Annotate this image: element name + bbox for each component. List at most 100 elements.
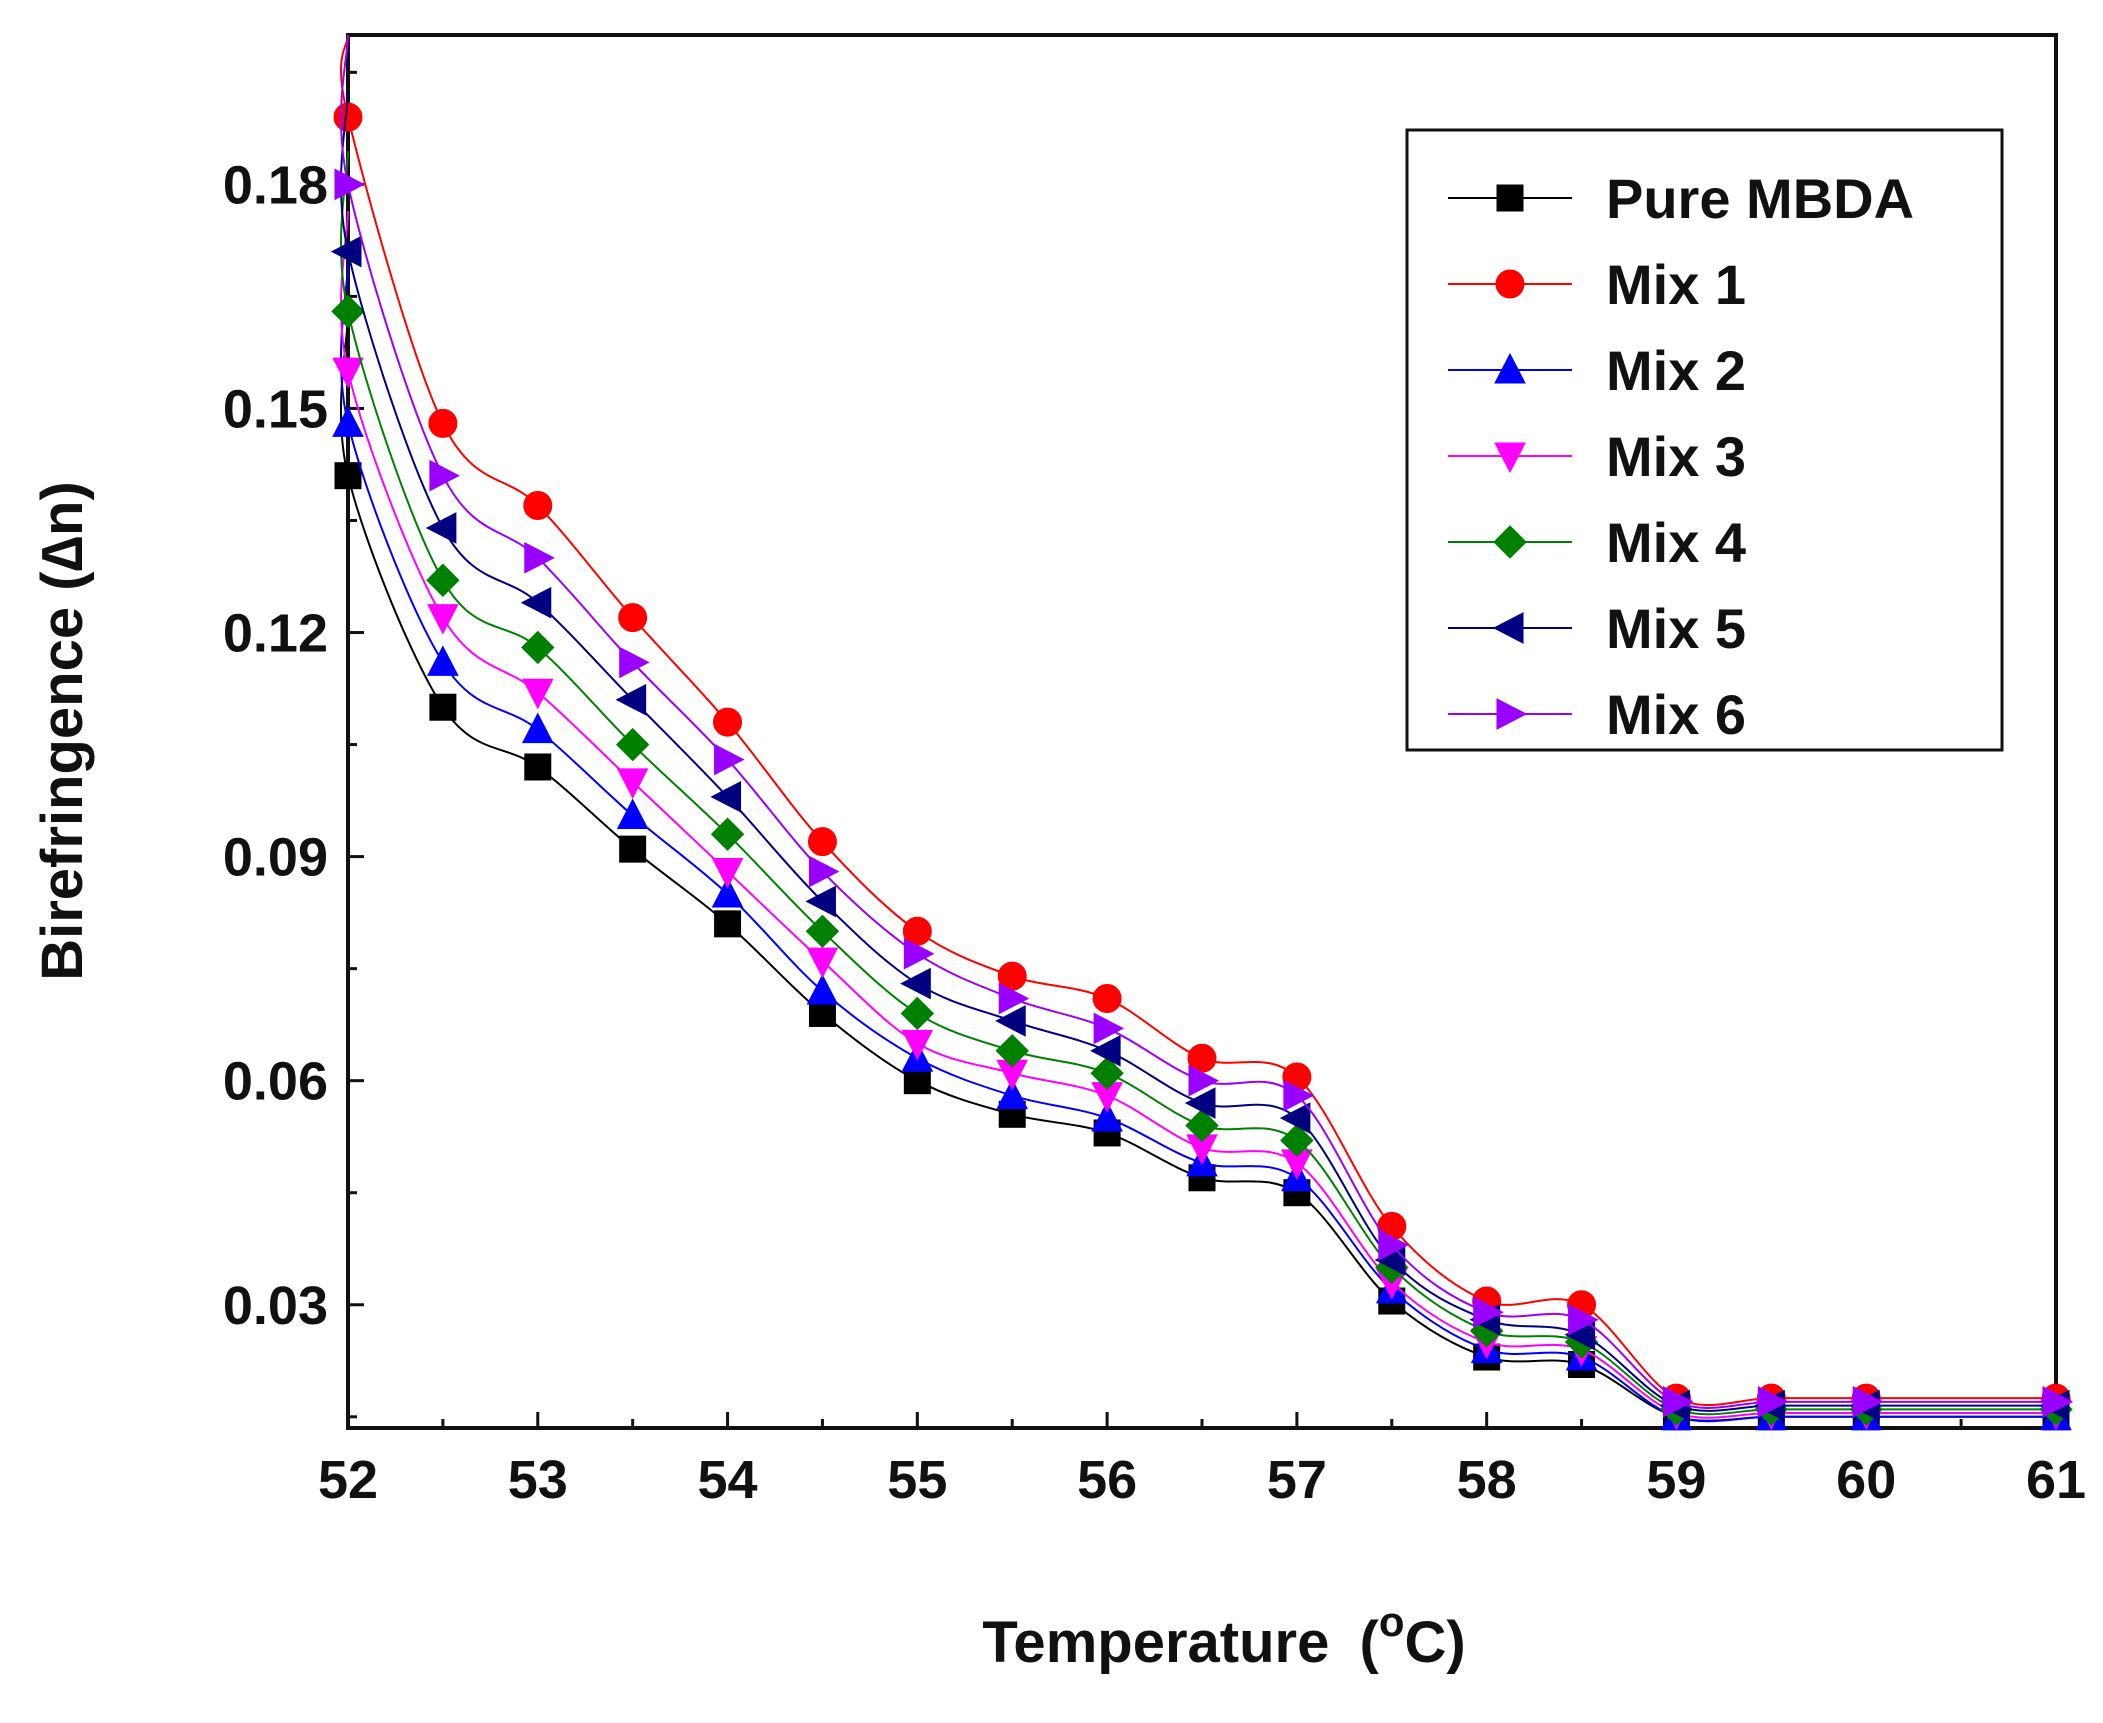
data-point (805, 885, 836, 918)
data-point (714, 910, 742, 938)
data-point (619, 835, 647, 863)
data-point (1090, 1056, 1124, 1090)
data-point (1378, 1229, 1409, 1261)
data-point (425, 512, 457, 544)
legend-item: Pure MBDA (1448, 167, 1914, 230)
data-point (333, 102, 363, 132)
data-point (1757, 1386, 1789, 1418)
legend-label: Mix 5 (1606, 597, 1746, 660)
data-point (996, 1078, 1029, 1110)
legend-item: Mix 4 (1448, 511, 1746, 574)
x-tick-label: 55 (887, 1450, 947, 1510)
x-tick-label: 58 (1457, 1450, 1517, 1510)
data-point (330, 235, 362, 268)
legend-label: Mix 4 (1606, 511, 1746, 574)
x-axis-title-text: Temperature (982, 1610, 1329, 1675)
legend-marker (1494, 442, 1526, 474)
legend-item: Mix 3 (1448, 425, 1746, 488)
data-point (807, 827, 837, 857)
data-point (429, 459, 460, 492)
data-point (900, 967, 931, 1000)
legend-marker (1492, 612, 1524, 644)
data-point (618, 603, 648, 633)
y-tick-label: 0.09 (223, 828, 328, 888)
data-point (619, 646, 650, 679)
legend-marker (1494, 352, 1526, 384)
data-point (427, 645, 459, 676)
data-point (808, 855, 840, 888)
legend: Pure MBDA Mix 1 Mix 2 Mix 3 Mix 4 Mix 5 Mix 6 (1405, 128, 2004, 752)
data-point (331, 294, 365, 329)
data-point (808, 999, 836, 1027)
data-point (1185, 1108, 1219, 1143)
series-layer (330, 34, 2074, 1431)
data-point (995, 1005, 1026, 1037)
legend-item: Mix 1 (1448, 253, 1746, 316)
legend-item: Mix 6 (1448, 683, 1746, 746)
legend-box (1405, 128, 2004, 752)
legend-marker (1495, 269, 1525, 299)
data-point (711, 858, 744, 889)
data-point (1092, 984, 1122, 1014)
x-tick-label: 60 (1836, 1450, 1896, 1510)
data-point (334, 168, 366, 201)
data-point (1568, 1303, 1599, 1336)
data-point (713, 707, 743, 737)
data-point (805, 914, 840, 949)
legend-marker (1496, 698, 1528, 730)
data-point (1188, 1064, 1220, 1097)
legend-items: Pure MBDA Mix 1 Mix 2 Mix 3 Mix 4 Mix 5 Mix 6 (1448, 167, 1914, 746)
y-tick-label: 0.12 (223, 604, 328, 664)
data-point (1093, 1012, 1125, 1045)
y-tick-label: 0.15 (223, 379, 328, 439)
y-tick-label: 0.06 (223, 1052, 328, 1112)
data-point (1280, 1123, 1314, 1158)
data-point (1283, 1079, 1314, 1112)
data-point (521, 712, 554, 744)
data-point (427, 604, 459, 635)
data-point (334, 462, 362, 490)
data-point (806, 947, 839, 979)
data-point (711, 876, 744, 908)
data-point (1662, 1386, 1694, 1418)
y-tick-label: 0.03 (223, 1276, 328, 1336)
data-point (520, 586, 552, 619)
x-axis-title-unit-sup: o (1379, 1598, 1405, 1645)
x-axis-title-unit-suffix: C) (1404, 1610, 1465, 1675)
x-tick-label: 52 (318, 1450, 378, 1510)
data-point (1091, 1100, 1123, 1132)
y-axis-ticks: 0.03 0.06 0.09 0.12 0.15 0.18 (223, 70, 364, 1419)
legend-label: Pure MBDA (1606, 167, 1914, 230)
data-point (901, 1029, 934, 1061)
data-point (524, 542, 555, 574)
data-point (616, 768, 649, 800)
data-point (615, 727, 650, 762)
x-tick-label: 53 (508, 1450, 568, 1510)
data-point (995, 1034, 1029, 1068)
data-point (710, 817, 745, 851)
data-point (615, 683, 647, 716)
x-tick-label: 57 (1267, 1450, 1327, 1510)
data-point (806, 973, 839, 1005)
x-tick-label: 59 (1646, 1450, 1706, 1510)
x-tick-label: 61 (2026, 1450, 2086, 1510)
x-tick-label: 54 (698, 1450, 758, 1510)
data-point (429, 693, 457, 721)
data-point (710, 781, 742, 813)
legend-marker (1493, 525, 1527, 559)
data-point (523, 491, 553, 521)
data-point (1852, 1386, 1884, 1418)
legend-item: Mix 5 (1448, 597, 1746, 660)
data-point (1279, 1102, 1311, 1134)
legend-marker (1496, 184, 1524, 212)
x-tick-label: 56 (1077, 1450, 1137, 1510)
y-axis-title: Birefringence (∆n) (30, 481, 95, 981)
data-point (428, 408, 458, 438)
data-point (332, 406, 364, 437)
legend-label: Mix 3 (1606, 425, 1746, 488)
data-point (1473, 1296, 1504, 1329)
data-point (2042, 1386, 2074, 1418)
data-point (524, 753, 552, 781)
x-axis-ticks: 52 53 54 55 56 57 58 59 60 61 (318, 1412, 2086, 1510)
